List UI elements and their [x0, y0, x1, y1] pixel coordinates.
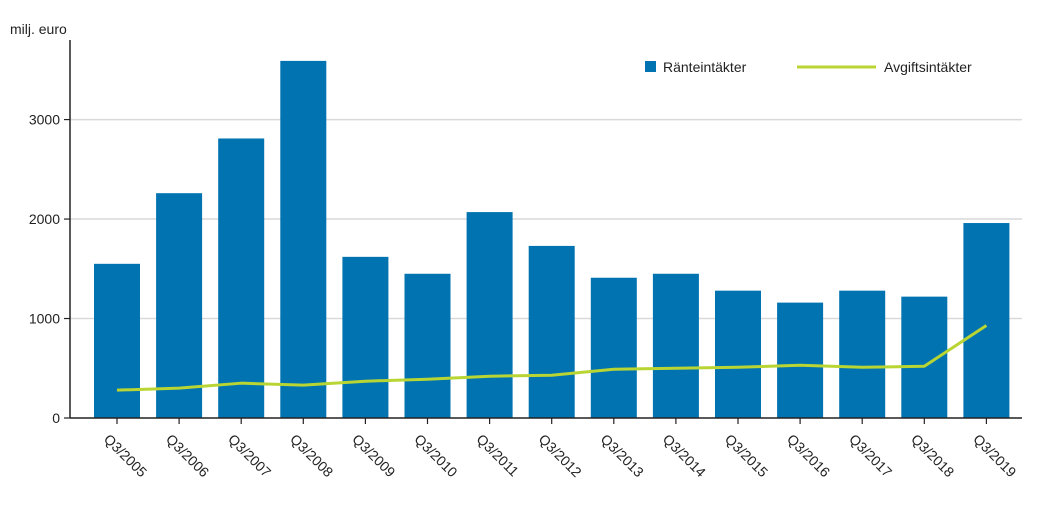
y-tick-labels: 0 1000 2000 3000: [29, 112, 70, 426]
x-tick-label: Q3/2015: [722, 431, 771, 480]
x-tick-label: Q3/2007: [225, 431, 274, 480]
y-tick-label: 2000: [29, 211, 60, 227]
x-tick-label: Q3/2009: [349, 431, 398, 480]
x-tick-label: Q3/2013: [598, 431, 647, 480]
bars-layer: [94, 60, 1010, 419]
bar: [466, 212, 513, 418]
y-tick-label: 1000: [29, 311, 60, 327]
line-layer: [116, 324, 988, 392]
y-tick-label: 0: [52, 410, 60, 426]
bar: [94, 263, 140, 418]
x-tick-labels: Q3/2005 Q3/2006 Q3/2007 Q3/2008 Q3/2009 Q3/20…: [101, 418, 1020, 480]
legend-swatch-ranteintakter: [645, 61, 656, 72]
y-tick-label: 3000: [29, 112, 60, 128]
x-tick-label: Q3/2010: [411, 431, 460, 480]
bar: [404, 273, 451, 418]
bar: [963, 223, 1010, 418]
legend-label-avgiftsintakter: Avgiftsintäkter: [884, 59, 972, 75]
x-tick-label: Q3/2014: [660, 431, 709, 480]
bar: [342, 256, 389, 418]
legend: Ränteintäkter Avgiftsintäkter: [645, 59, 972, 75]
bar: [652, 273, 699, 418]
bar: [777, 302, 824, 418]
bar: [590, 277, 637, 418]
x-tick-label: Q3/2018: [908, 431, 957, 480]
x-tick-label: Q3/2016: [784, 431, 833, 480]
bar: [528, 245, 575, 418]
bar: [715, 290, 761, 418]
x-tick-label: Q3/2005: [101, 431, 150, 480]
y-unit-label: milj. euro: [10, 21, 67, 37]
axes-layer: [69, 40, 1022, 419]
bar: [280, 60, 327, 419]
bar: [218, 138, 265, 418]
x-tick-label: Q3/2017: [846, 431, 895, 480]
legend-label-ranteintakter: Ränteintäkter: [663, 59, 747, 75]
bar: [156, 193, 203, 418]
bar: [839, 290, 886, 418]
x-tick-label: Q3/2006: [163, 431, 212, 480]
x-tick-label: Q3/2008: [287, 431, 336, 480]
x-tick-label: Q3/2012: [536, 431, 585, 480]
x-tick-label: Q3/2019: [970, 431, 1019, 480]
x-tick-label: Q3/2011: [473, 431, 522, 480]
